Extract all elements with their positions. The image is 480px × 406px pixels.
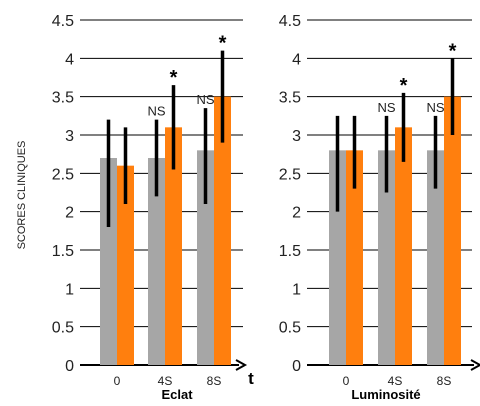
bar-gray: [378, 150, 395, 365]
y-axis-label: SCORES CLINIQUES: [16, 141, 28, 250]
y-tick-label: 4: [292, 51, 301, 68]
ns-label: NS: [147, 104, 165, 119]
y-tick-label: 0: [292, 358, 301, 375]
bar-gray: [100, 158, 117, 365]
x-tick-label: 8S: [207, 374, 222, 388]
y-tick-label: 2.5: [279, 166, 301, 183]
x-axis-arrow: [470, 359, 480, 371]
y-tick-label: 3: [292, 128, 301, 145]
bar-gray: [197, 150, 214, 365]
x-tick-label: 4S: [388, 374, 403, 388]
panel-xlabel: Luminosité: [351, 387, 420, 401]
x-tick-label: 4S: [158, 374, 173, 388]
bar-orange: [395, 127, 412, 365]
y-tick-label: 0: [65, 358, 74, 375]
significance-star: *: [400, 75, 408, 97]
y-tick-label: 2.5: [52, 166, 74, 183]
x-axis-symbol: t: [248, 369, 254, 388]
x-tick-label: 0: [114, 374, 121, 388]
panel-xlabel: Eclat: [161, 387, 193, 401]
bar-orange: [214, 96, 231, 366]
y-tick-label: 4.5: [279, 13, 301, 30]
bar-orange: [117, 165, 134, 365]
y-tick-label: 1: [65, 281, 74, 298]
bar-gray: [329, 150, 346, 365]
y-tick-label: 3: [65, 128, 74, 145]
bar-orange: [346, 150, 363, 365]
y-tick-label: 4: [65, 51, 74, 68]
chart-panel-1: 0 0.5 1 1.5 2 2.5 3 3.5 4 4.5 t 0 4S 8S NS * NS * Eclat: [52, 13, 254, 402]
significance-star: *: [449, 40, 457, 62]
bar-orange: [165, 127, 182, 365]
significance-star: *: [170, 67, 178, 89]
significance-star: *: [219, 33, 227, 55]
y-tick-label: 3.5: [279, 90, 301, 107]
ns-label: NS: [426, 100, 444, 115]
y-tick-label: 0.5: [279, 320, 301, 337]
y-tick-label: 1: [292, 281, 301, 298]
bar-orange: [444, 96, 461, 366]
y-tick-label: 4.5: [52, 13, 74, 30]
x-tick-label: 0: [343, 374, 350, 388]
x-axis-arrow: [235, 359, 248, 371]
ns-label: NS: [377, 100, 395, 115]
y-tick-label: 0.5: [52, 320, 74, 337]
y-tick-label: 2: [292, 205, 301, 222]
x-tick-label: 8S: [437, 374, 452, 388]
bar-gray: [427, 150, 444, 365]
chart-panel-2: 0 0.5 1 1.5 2 2.5 3 3.5 4 4.5 0 4S 8S NS * NS * Luminosit…: [279, 13, 480, 402]
y-tick-label: 1.5: [279, 243, 301, 260]
y-tick-label: 3.5: [52, 90, 74, 107]
bar-gray: [148, 158, 165, 365]
ns-label: NS: [196, 92, 214, 107]
y-tick-label: 2: [65, 205, 74, 222]
y-tick-label: 1.5: [52, 243, 74, 260]
